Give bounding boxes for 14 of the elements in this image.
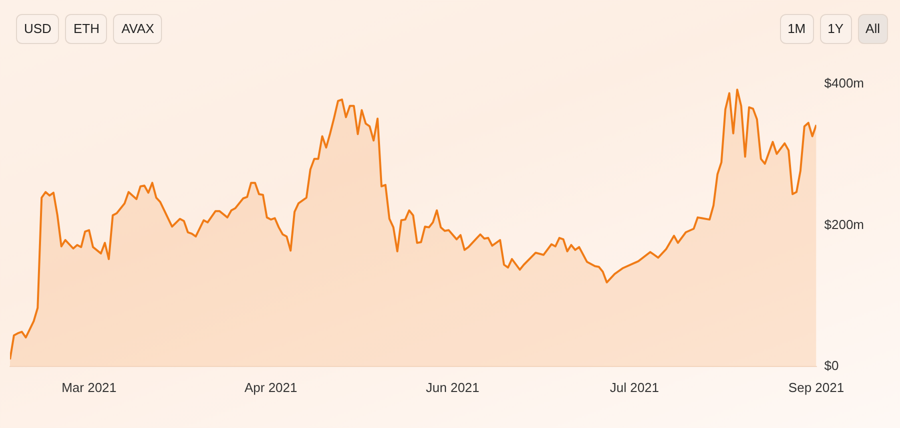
toggle-button: All [858, 14, 888, 44]
y-tick-label: $400m [824, 76, 864, 91]
x-tick-label: Jun 2021 [426, 380, 480, 395]
toggle-button: AVAX [113, 14, 162, 44]
x-tick-label: Apr 2021 [244, 380, 298, 395]
x-tick-label: Mar 2021 [62, 380, 117, 395]
toggle-button: 1M [780, 14, 814, 44]
x-tick-label: Jul 2021 [610, 380, 660, 395]
toggle-button: 1Y [820, 14, 852, 44]
y-tick-label: $0 [824, 358, 839, 373]
x-tick-label: Sep 2021 [788, 380, 844, 395]
toggle-button: USD [16, 14, 60, 44]
toggle-button: ETH [65, 14, 108, 44]
y-tick-label: $200m [824, 216, 864, 232]
